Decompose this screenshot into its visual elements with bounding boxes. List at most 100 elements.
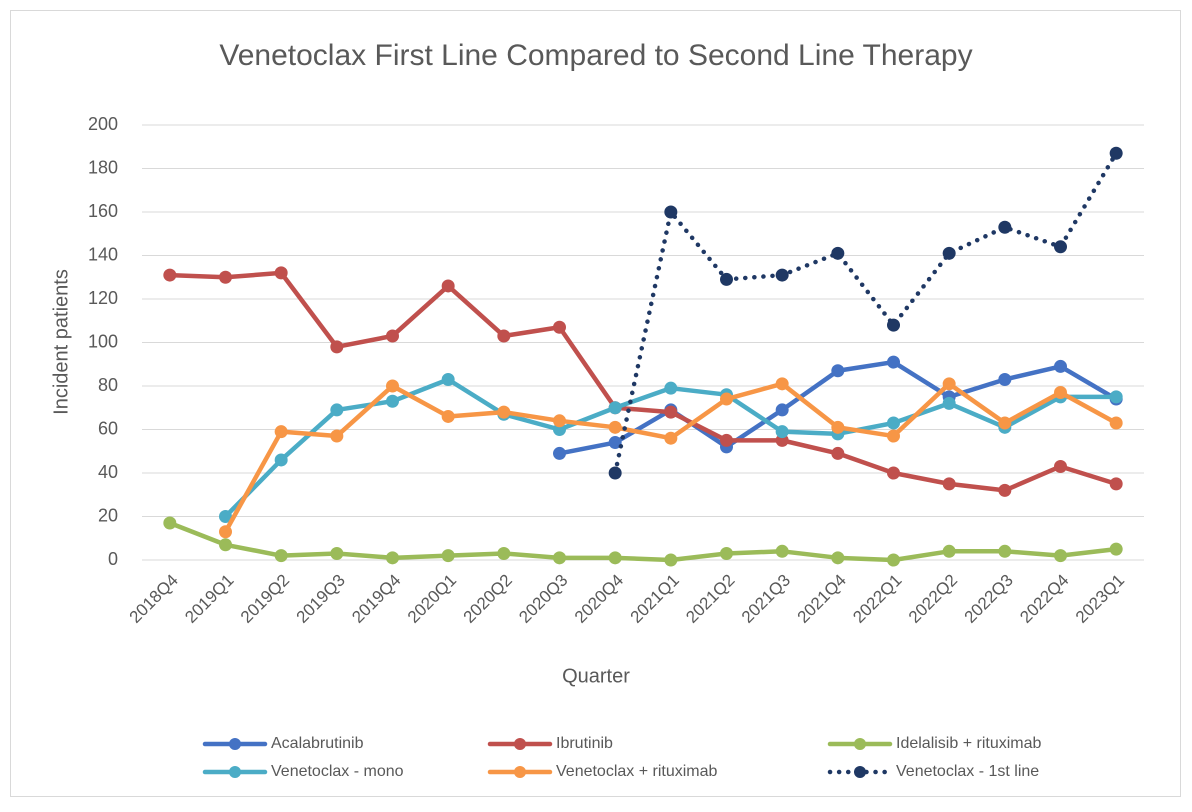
point-marker [386, 329, 399, 343]
point-marker [1109, 416, 1123, 430]
point-marker [608, 436, 622, 450]
point-marker [1054, 240, 1067, 254]
point-marker [219, 538, 232, 552]
point-marker [831, 420, 845, 434]
legend-label: Ibrutinib [556, 735, 613, 752]
y-tick-label: 0 [108, 549, 118, 569]
x-axis-label: Quarter [562, 665, 630, 687]
point-marker [274, 425, 288, 439]
point-marker [219, 270, 232, 284]
point-marker [386, 379, 399, 393]
y-tick-label: 140 [88, 244, 118, 264]
point-marker [942, 396, 956, 410]
y-tick-label: 200 [88, 114, 118, 134]
legend-marker [854, 766, 866, 778]
legend-marker [854, 738, 866, 750]
point-marker [274, 549, 288, 563]
point-marker [330, 429, 344, 443]
point-marker [942, 544, 956, 558]
point-marker [775, 403, 789, 417]
point-marker [497, 329, 511, 343]
point-marker [831, 446, 845, 460]
legend-label: Acalabrutinib [271, 735, 364, 752]
point-marker [942, 377, 956, 391]
point-marker [1109, 146, 1123, 160]
point-marker [998, 483, 1012, 497]
point-marker [330, 546, 344, 560]
point-marker [219, 525, 232, 539]
point-marker [720, 272, 733, 286]
y-tick-label: 180 [88, 157, 118, 177]
series-line [167, 520, 1119, 563]
y-axis-label: Incident patients [50, 269, 72, 415]
point-marker [942, 477, 956, 491]
point-marker [608, 466, 622, 480]
point-marker [775, 268, 789, 282]
y-tick-label: 60 [98, 418, 118, 438]
point-marker [775, 377, 789, 391]
y-tick-label: 120 [88, 288, 118, 308]
point-marker [998, 544, 1012, 558]
point-marker [1054, 359, 1067, 373]
point-marker [274, 266, 288, 280]
point-marker [608, 551, 622, 565]
point-marker [441, 549, 455, 563]
point-marker [887, 355, 900, 369]
point-marker [998, 416, 1012, 430]
y-tick-label: 100 [88, 331, 118, 351]
y-tick-label: 20 [98, 505, 118, 525]
point-marker [720, 392, 733, 406]
legend-label: Idelalisib + rituximab [896, 735, 1042, 752]
y-tick-label: 160 [88, 201, 118, 221]
point-marker [998, 372, 1012, 386]
point-marker [497, 405, 511, 419]
point-marker [664, 205, 678, 219]
point-marker [887, 553, 900, 567]
point-marker [386, 551, 399, 565]
point-marker [553, 414, 566, 428]
point-marker [163, 516, 177, 530]
legend-label: Venetoclax + rituximab [556, 763, 718, 780]
y-tick-label: 40 [98, 462, 118, 482]
point-marker [274, 453, 288, 467]
legend-label: Venetoclax - 1st line [896, 763, 1039, 780]
point-marker [831, 246, 845, 260]
point-marker [887, 429, 900, 443]
legend-label: Venetoclax - mono [271, 763, 404, 780]
chart-title: Venetoclax First Line Compared to Second… [219, 39, 972, 72]
point-marker [720, 433, 733, 447]
chart-border [10, 10, 1181, 797]
point-marker [553, 320, 566, 334]
point-marker [775, 425, 789, 439]
point-marker [219, 510, 232, 523]
point-marker [1109, 542, 1123, 556]
point-marker [1109, 477, 1123, 491]
legend-marker [229, 738, 241, 750]
point-marker [887, 318, 900, 332]
point-marker [553, 446, 566, 460]
point-marker [1109, 390, 1123, 404]
legend-marker [514, 766, 526, 778]
legend-marker [229, 766, 241, 778]
point-marker [441, 279, 455, 293]
point-marker [441, 372, 455, 386]
point-marker [831, 364, 845, 378]
point-marker [386, 394, 399, 408]
y-tick-label: 80 [98, 375, 118, 395]
point-marker [998, 220, 1012, 234]
point-marker [664, 405, 678, 419]
point-marker [163, 268, 177, 282]
point-marker [441, 409, 455, 423]
point-marker [887, 466, 900, 480]
point-marker [664, 553, 678, 567]
point-marker [1054, 386, 1067, 400]
point-marker [664, 381, 678, 395]
point-marker [887, 416, 900, 430]
point-marker [664, 431, 678, 445]
point-marker [1054, 459, 1067, 473]
point-marker [942, 246, 956, 260]
point-marker [608, 420, 622, 434]
point-marker [608, 401, 622, 415]
